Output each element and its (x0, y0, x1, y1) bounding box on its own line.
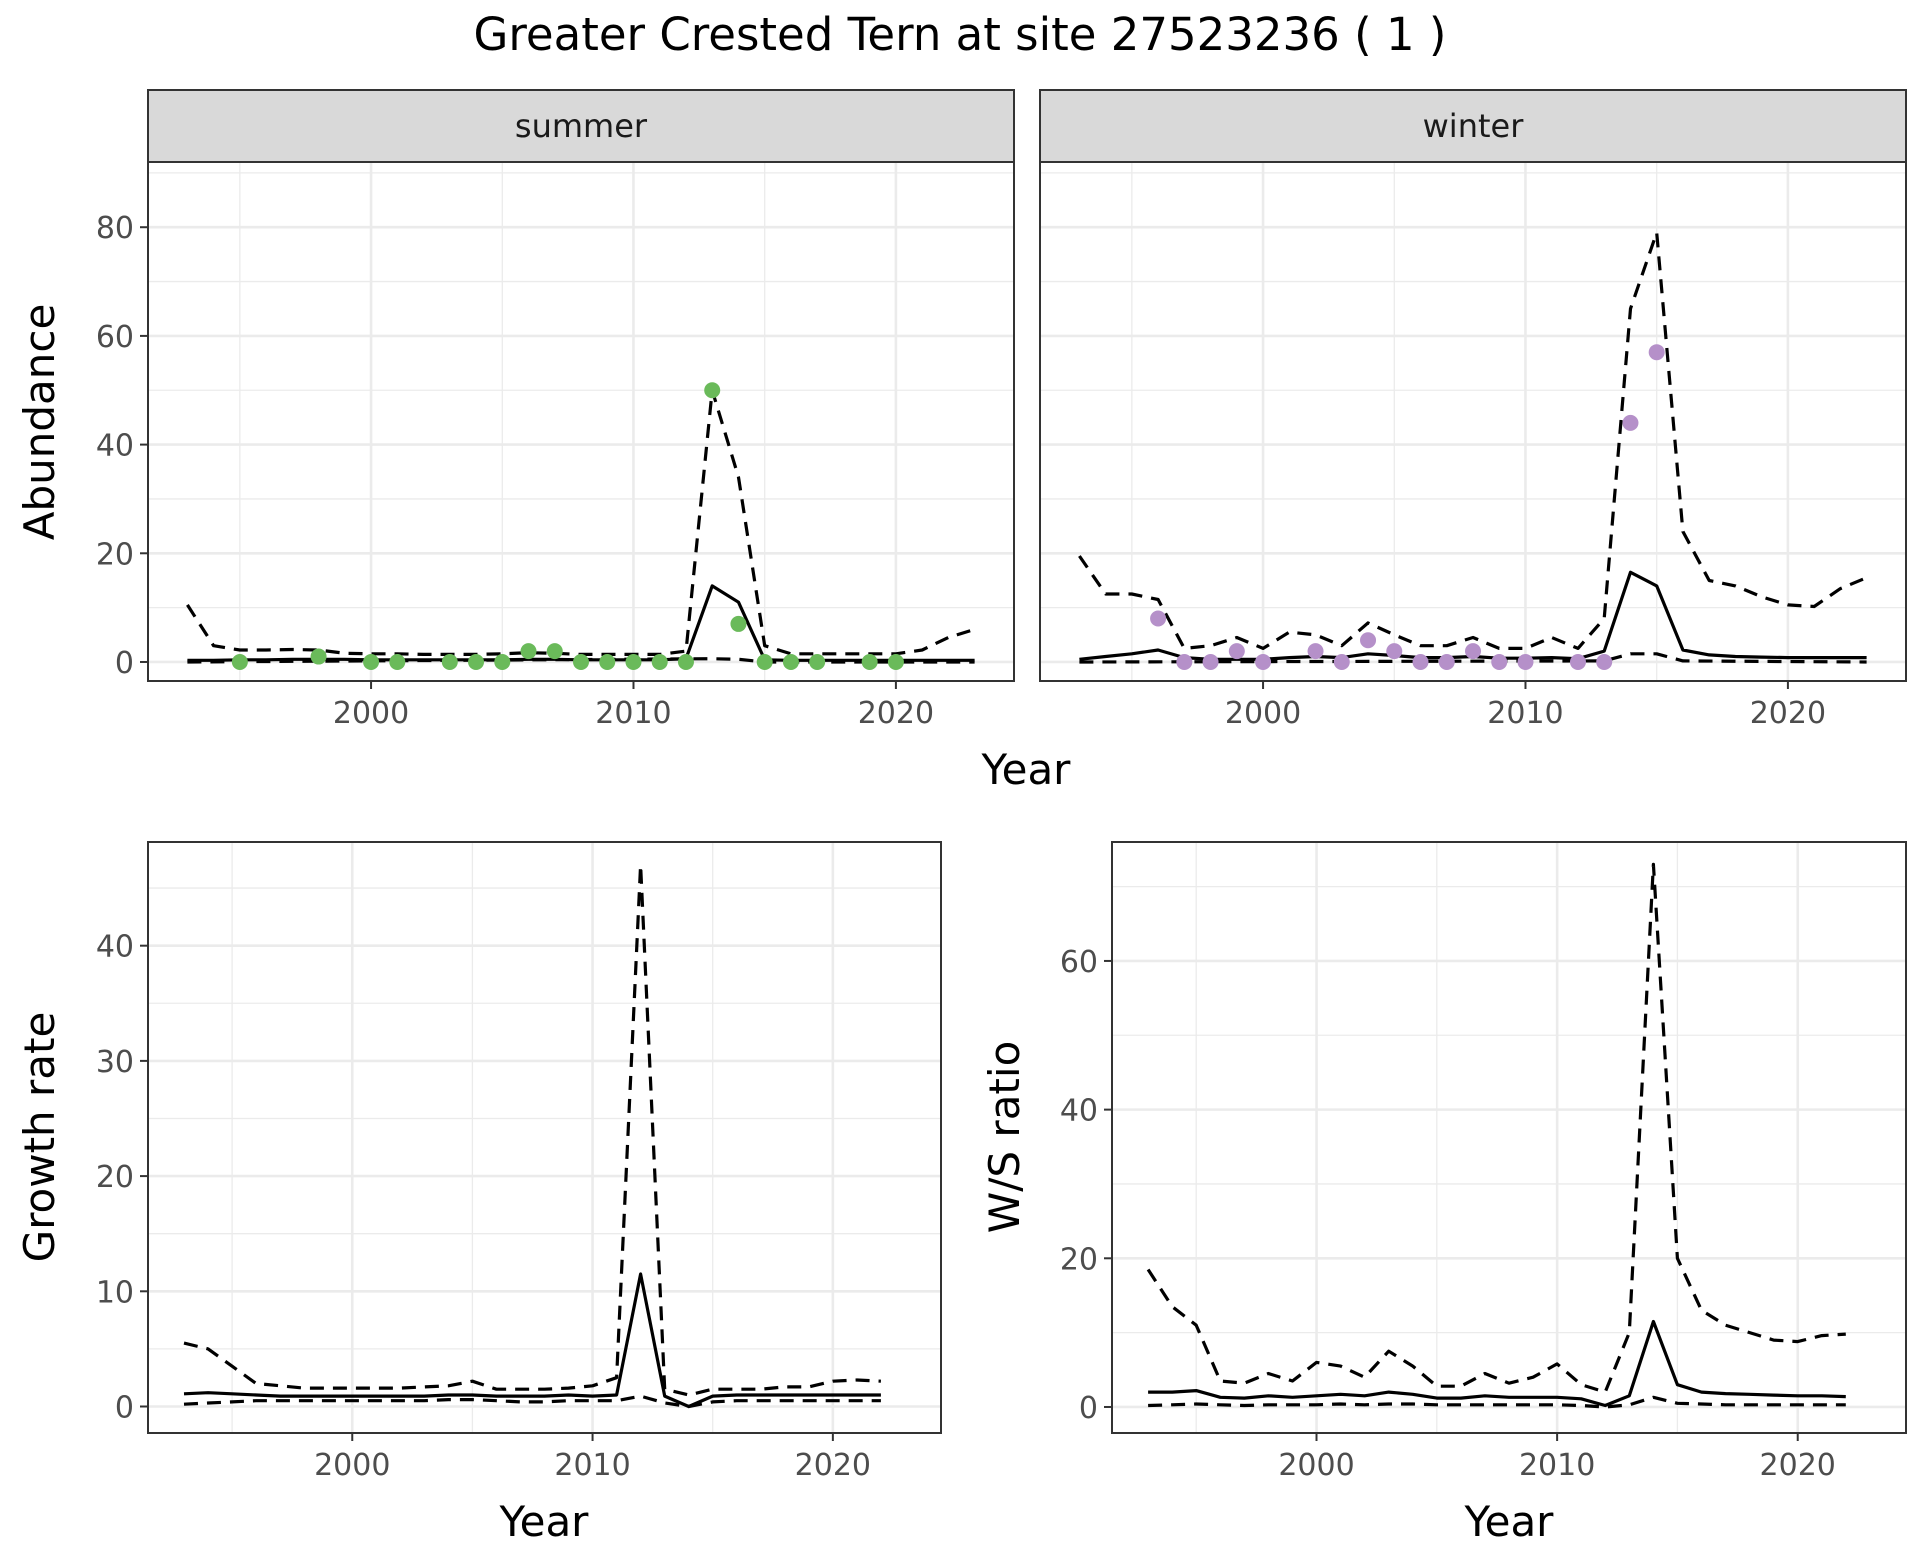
data-point (887, 653, 904, 670)
x-tick-label: 2010 (554, 1448, 630, 1483)
data-point (1517, 653, 1534, 670)
data-point (1412, 653, 1429, 670)
y-tick-label: 20 (96, 537, 134, 572)
series-line-upper (186, 388, 976, 656)
facet-label: summer (515, 107, 648, 145)
data-point (1176, 653, 1193, 670)
data-point (782, 653, 799, 670)
data-point (809, 653, 826, 670)
data-point (520, 643, 537, 660)
series-line-upper (1146, 862, 1846, 1394)
x-axis-title-top: Year (981, 745, 1072, 794)
series-line-lower (1148, 1395, 1846, 1409)
y-tick-label: 60 (1060, 945, 1098, 980)
series-line-upper (1078, 231, 1868, 650)
x-tick-label: 2000 (333, 696, 409, 731)
x-tick-label: 2010 (595, 696, 671, 731)
series-line-upper (183, 863, 881, 1397)
x-tick-label: 2010 (1487, 696, 1563, 731)
data-point (441, 653, 458, 670)
y-axis-title: W/S ratio (980, 1041, 1029, 1234)
x-tick-label: 2010 (1519, 1448, 1595, 1483)
series-line-estimate (1148, 1319, 1846, 1408)
y-tick-label: 20 (1060, 1242, 1098, 1277)
x-axis-title: Year (499, 1497, 590, 1546)
chart-panel-3: 2000 2010 2020 0 10 20 30 40 Growth rate Year (15, 841, 942, 1546)
data-point (1228, 643, 1245, 660)
panel-border (147, 161, 1015, 682)
y-axis-title: Abundance (15, 304, 64, 541)
data-point (1360, 632, 1377, 649)
series-line-lower (183, 1394, 881, 1409)
data-point (1569, 653, 1586, 670)
facet-label: winter (1423, 107, 1525, 145)
y-tick-label: 10 (96, 1275, 134, 1310)
y-tick-label: 0 (1079, 1391, 1098, 1426)
chart-title: Greater Crested Tern at site 27523236 ( … (474, 8, 1447, 61)
panel-border (1039, 161, 1907, 682)
y-tick-label: 30 (96, 1045, 134, 1080)
panel-border (147, 841, 942, 1434)
data-point (1491, 653, 1508, 670)
x-tick-label: 2020 (1760, 1448, 1836, 1483)
data-point (704, 382, 721, 399)
data-point (573, 653, 589, 670)
data-point (1648, 344, 1665, 361)
data-point (1307, 643, 1324, 660)
data-point (310, 648, 327, 665)
y-tick-label: 40 (1060, 1094, 1098, 1129)
x-tick-label: 2000 (1278, 1448, 1354, 1483)
y-tick-label: 80 (96, 211, 134, 246)
data-point (468, 653, 485, 670)
y-tick-label: 0 (115, 646, 134, 681)
data-point (389, 653, 406, 670)
chart-panel-1: summer 2000 2010 2020 0 20 40 60 80 Abundance (15, 89, 1015, 731)
data-point (730, 615, 747, 632)
data-point (1333, 653, 1350, 670)
x-tick-label: 2000 (314, 1448, 390, 1483)
data-point (1465, 643, 1481, 660)
x-tick-label: 2020 (1750, 696, 1826, 731)
data-point (625, 653, 642, 670)
panel-border (1111, 841, 1907, 1434)
data-point (756, 653, 773, 670)
y-tick-label: 40 (96, 930, 134, 965)
x-axis-title: Year (1464, 1497, 1555, 1546)
y-tick-label: 20 (96, 1160, 134, 1195)
series-line-lower (1079, 652, 1867, 664)
data-point (599, 653, 616, 670)
x-tick-label: 2020 (858, 696, 934, 731)
series-line-estimate (183, 1272, 881, 1409)
y-tick-label: 0 (115, 1391, 134, 1426)
data-point (1202, 653, 1219, 670)
data-point (651, 653, 668, 670)
data-point (363, 653, 380, 670)
data-point (231, 653, 248, 670)
facet-strip (1039, 89, 1907, 163)
data-point (1386, 643, 1403, 660)
data-point (546, 643, 563, 660)
y-tick-label: 60 (96, 320, 134, 355)
data-point (1622, 414, 1639, 431)
series-line-lower (187, 657, 975, 664)
x-tick-label: 2000 (1225, 696, 1301, 731)
facet-strip (147, 89, 1015, 163)
chart-panel-4: 2000 2010 2020 0 20 40 60 W/S ratio Year (980, 841, 1907, 1546)
data-point (1438, 653, 1455, 670)
chart-panel-2: winter 2000 2010 2020 (1039, 89, 1907, 731)
x-tick-label: 2020 (795, 1448, 871, 1483)
data-point (1150, 610, 1167, 627)
y-axis-title: Growth rate (15, 1012, 64, 1263)
y-tick-label: 40 (96, 429, 134, 464)
data-point (1596, 653, 1613, 670)
data-point (677, 653, 694, 670)
data-point (494, 653, 511, 670)
data-point (861, 653, 878, 670)
data-point (1255, 653, 1272, 670)
